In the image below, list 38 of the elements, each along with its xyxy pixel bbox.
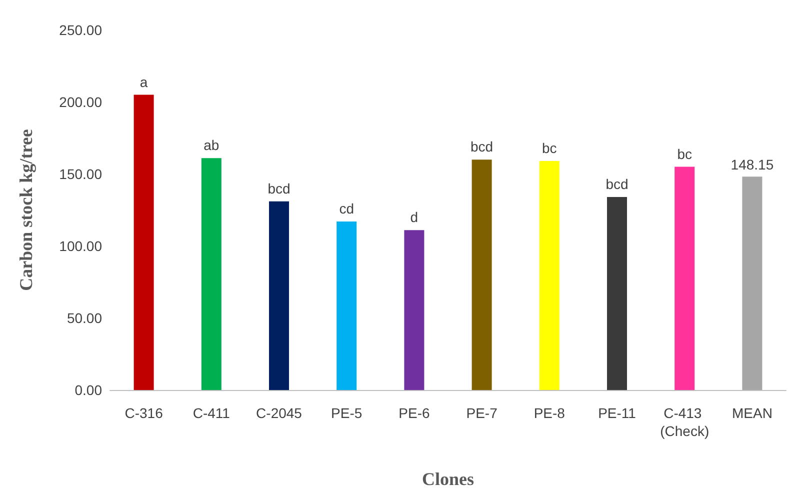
y-tick-label: 200.00 <box>59 94 102 110</box>
bar <box>269 201 289 390</box>
bar <box>742 176 762 390</box>
bar <box>472 160 492 390</box>
annotation: bc <box>677 146 692 162</box>
x-axis-title: Clones <box>422 469 474 489</box>
annotation: a <box>140 74 148 90</box>
y-tick-label: 150.00 <box>59 166 102 182</box>
bar <box>607 197 627 390</box>
x-tick-label: PE-6 <box>398 405 430 421</box>
y-tick-label: 250.00 <box>59 22 102 38</box>
annotation: bcd <box>606 176 628 192</box>
x-tick-label: MEAN <box>732 405 772 421</box>
bar <box>539 161 560 390</box>
x-tick-label: C-411 <box>192 405 230 421</box>
annotation: bcd <box>268 180 290 196</box>
data-label: 148.15 <box>730 156 774 173</box>
y-tick-label: 0.00 <box>74 382 102 398</box>
x-tick-label: PE-7 <box>466 405 498 421</box>
x-tick-label: PE-8 <box>534 405 566 421</box>
y-axis-title: Carbon stock kg/tree <box>16 129 36 291</box>
bar <box>674 166 695 390</box>
y-tick-label: 100.00 <box>59 238 102 254</box>
annotation: cd <box>339 200 354 217</box>
y-tick-label: 50.00 <box>66 310 102 326</box>
x-tick-label: C-316 <box>124 405 164 421</box>
annotation: bcd <box>470 138 494 155</box>
x-tick-label: C-2045 <box>256 405 302 421</box>
x-tick-label: PE-5 <box>331 405 362 421</box>
bar <box>336 222 357 390</box>
x-tick-label: PE-11 <box>598 405 636 421</box>
bar <box>201 158 222 390</box>
bar <box>404 230 424 390</box>
x-tick-label: C-413 (Check) <box>660 405 710 439</box>
annotation: d <box>410 209 418 226</box>
bar <box>134 94 154 390</box>
annotation: ab <box>204 137 220 154</box>
annotation: bc <box>542 140 557 156</box>
